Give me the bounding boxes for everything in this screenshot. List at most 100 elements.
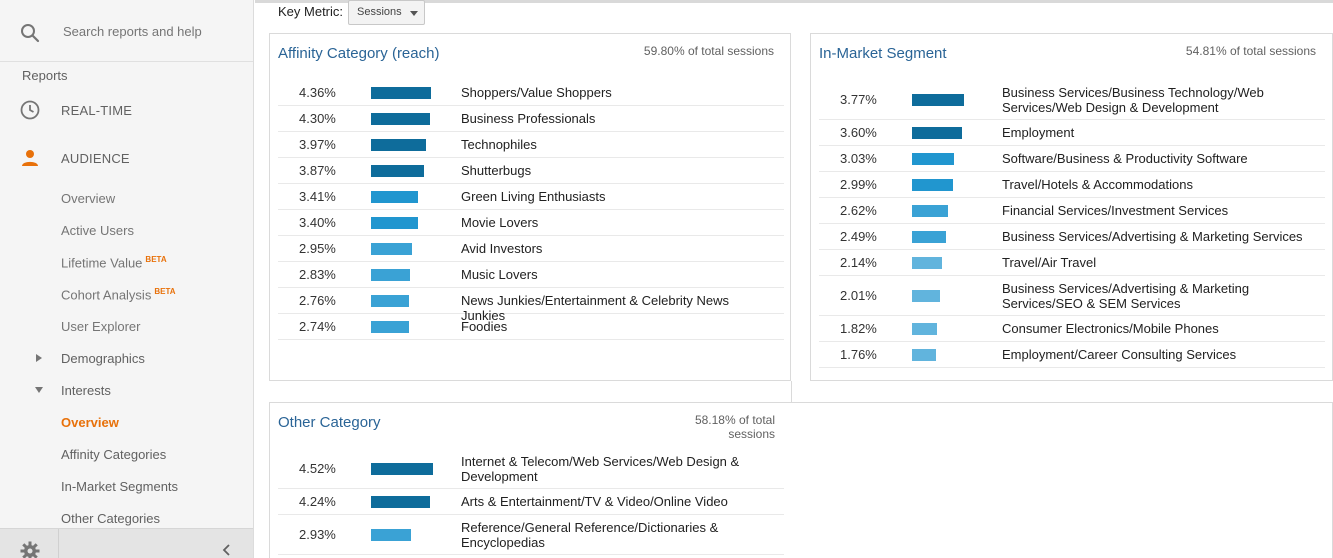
row-label[interactable]: Shoppers/Value Shoppers — [461, 85, 612, 100]
row-percent: 2.74% — [299, 319, 336, 334]
table-row[interactable]: 3.77% Business Services/Business Technolo… — [819, 80, 1325, 120]
row-label[interactable]: Software/Business & Productivity Softwar… — [1002, 151, 1248, 166]
row-label[interactable]: Shutterbugs — [461, 163, 532, 178]
row-label[interactable]: Technophiles — [461, 137, 537, 152]
sidebar-item-label: Lifetime Value BETA — [61, 255, 167, 270]
table-row[interactable]: 3.03% Software/Business & Productivity So… — [819, 146, 1325, 172]
row-label[interactable]: Avid Investors — [461, 241, 543, 256]
table-row[interactable]: 3.87% Shutterbugs — [278, 158, 784, 184]
table-row[interactable]: 3.97% Technophiles — [278, 132, 784, 158]
table-row[interactable]: 3.41% Green Living Enthusiasts — [278, 184, 784, 210]
row-bar — [371, 87, 431, 99]
row-bar — [371, 243, 412, 255]
row-bar — [371, 529, 411, 541]
search-icon[interactable] — [20, 23, 40, 43]
sidebar-section-realtime[interactable]: REAL-TIME — [0, 95, 253, 125]
row-percent: 1.82% — [840, 321, 877, 336]
row-label[interactable]: Travel/Hotels & Accommodations — [1002, 177, 1193, 192]
table-row[interactable]: 3.60% Employment — [819, 120, 1325, 146]
row-label[interactable]: Financial Services/Investment Services — [1002, 203, 1229, 218]
row-label[interactable]: Employment — [1002, 125, 1075, 140]
row-bar — [912, 323, 937, 335]
row-bar — [371, 463, 433, 475]
sidebar-item-active-users[interactable]: Active Users — [0, 217, 253, 243]
row-label[interactable]: Internet & Telecom/Web Services/Web Desi… — [461, 454, 740, 484]
reports-heading: Reports — [22, 68, 68, 83]
beta-badge: BETA — [154, 287, 176, 296]
table-row[interactable]: 2.83% Music Lovers — [278, 262, 784, 288]
table-row[interactable]: 4.52% Internet & Telecom/Web Services/Web… — [278, 449, 784, 489]
key-metric-select[interactable]: Sessions — [348, 0, 425, 25]
table-row[interactable]: 1.82% Consumer Electronics/Mobile Phones — [819, 316, 1325, 342]
row-bar — [371, 139, 426, 151]
sidebar-item-user-explorer[interactable]: User Explorer — [0, 313, 253, 339]
row-label[interactable]: Consumer Electronics/Mobile Phones — [1002, 321, 1219, 336]
row-percent: 3.03% — [840, 151, 877, 166]
table-row[interactable]: 2.76% News Junkies/Entertainment & Celebr… — [278, 288, 784, 323]
sidebar-item-interests[interactable]: Interests — [0, 377, 253, 403]
table-row[interactable]: 2.95% Avid Investors — [278, 236, 784, 262]
table-row[interactable]: 4.30% Business Professionals — [278, 106, 784, 132]
sidebar-item-other-categories[interactable]: Other Categories — [0, 505, 253, 531]
sidebar-item-label: Overview — [61, 415, 119, 430]
in-market-segment-panel: In-Market Segment 54.81% of total sessio… — [810, 33, 1333, 381]
row-label[interactable]: Business Professionals — [461, 111, 596, 126]
in-market-rows: 3.77% Business Services/Business Technolo… — [819, 80, 1325, 368]
other-rows: 4.52% Internet & Telecom/Web Services/Web… — [278, 449, 784, 555]
row-bar — [912, 179, 953, 191]
table-row[interactable]: 4.36% Shoppers/Value Shoppers — [278, 80, 784, 106]
panel-subtitle: 58.18% of total sessions — [694, 413, 775, 441]
search-input[interactable]: Search reports and help — [63, 24, 202, 39]
sidebar-item-label: Demographics — [61, 351, 145, 366]
row-percent: 2.95% — [299, 241, 336, 256]
row-percent: 3.60% — [840, 125, 877, 140]
footer-divider — [58, 529, 59, 558]
table-row[interactable]: 2.93% Reference/General Reference/Diction… — [278, 515, 784, 555]
table-row[interactable]: 2.14% Travel/Air Travel — [819, 250, 1325, 276]
row-label[interactable]: News Junkies/Entertainment & Celebrity N… — [461, 293, 730, 323]
row-bar — [912, 257, 942, 269]
row-label[interactable]: Business Services/Advertising & Marketin… — [1002, 229, 1303, 244]
sidebar-section-audience[interactable]: AUDIENCE — [0, 143, 253, 173]
row-label[interactable]: Business Services/Advertising & Marketin… — [1002, 281, 1250, 311]
table-row[interactable]: 2.49% Business Services/Advertising & Mar… — [819, 224, 1325, 250]
row-label[interactable]: Music Lovers — [461, 267, 538, 282]
row-percent: 2.93% — [299, 527, 336, 542]
sidebar-item-lifetime-value[interactable]: Lifetime Value BETA — [0, 249, 253, 275]
row-percent: 4.52% — [299, 461, 336, 476]
row-label[interactable]: Reference/General Reference/Dictionaries… — [461, 520, 719, 550]
row-label[interactable]: Foodies — [461, 319, 508, 334]
sidebar-item-in-market-segments[interactable]: In-Market Segments — [0, 473, 253, 499]
row-label[interactable]: Employment/Career Consulting Services — [1002, 347, 1237, 362]
table-row[interactable]: 4.24% Arts & Entertainment/TV & Video/Onl… — [278, 489, 784, 515]
table-row[interactable]: 2.74% Foodies — [278, 314, 784, 340]
chevron-left-icon[interactable] — [222, 544, 232, 556]
table-row[interactable]: 1.76% Employment/Career Consulting Servic… — [819, 342, 1325, 368]
panel-title[interactable]: Affinity Category (reach) — [278, 45, 440, 62]
sidebar-item-affinity-categories[interactable]: Affinity Categories — [0, 441, 253, 467]
panel-title[interactable]: In-Market Segment — [819, 45, 947, 62]
panel-title[interactable]: Other Category — [278, 414, 381, 431]
row-label[interactable]: Travel/Air Travel — [1002, 255, 1097, 270]
row-percent: 2.14% — [840, 255, 877, 270]
row-label[interactable]: Green Living Enthusiasts — [461, 189, 606, 204]
row-percent: 2.01% — [840, 288, 877, 303]
sidebar-item-label: Cohort Analysis BETA — [61, 287, 176, 302]
table-row[interactable]: 3.40% Movie Lovers — [278, 210, 784, 236]
gear-icon[interactable] — [20, 541, 40, 558]
table-row[interactable]: 2.99% Travel/Hotels & Accommodations — [819, 172, 1325, 198]
panel-subtitle: 54.81% of total sessions — [1185, 44, 1316, 58]
row-percent: 3.77% — [840, 92, 877, 107]
table-row[interactable]: 2.62% Financial Services/Investment Servi… — [819, 198, 1325, 224]
sidebar-item-overview[interactable]: Overview — [0, 185, 253, 211]
sidebar-item-cohort-analysis[interactable]: Cohort Analysis BETA — [0, 281, 253, 307]
row-label[interactable]: Arts & Entertainment/TV & Video/Online V… — [461, 494, 728, 509]
sidebar-item-demographics[interactable]: Demographics — [0, 345, 253, 371]
row-label[interactable]: Movie Lovers — [461, 215, 539, 230]
sidebar-item-label: Active Users — [61, 223, 134, 238]
row-label[interactable]: Business Services/Business Technology/We… — [1002, 85, 1264, 115]
sidebar-item-interests-overview[interactable]: Overview — [0, 409, 253, 435]
cohort-analysis-text: Cohort Analysis — [61, 287, 152, 303]
search-bar[interactable]: Search reports and help — [0, 0, 253, 62]
table-row[interactable]: 2.01% Business Services/Advertising & Mar… — [819, 276, 1325, 316]
